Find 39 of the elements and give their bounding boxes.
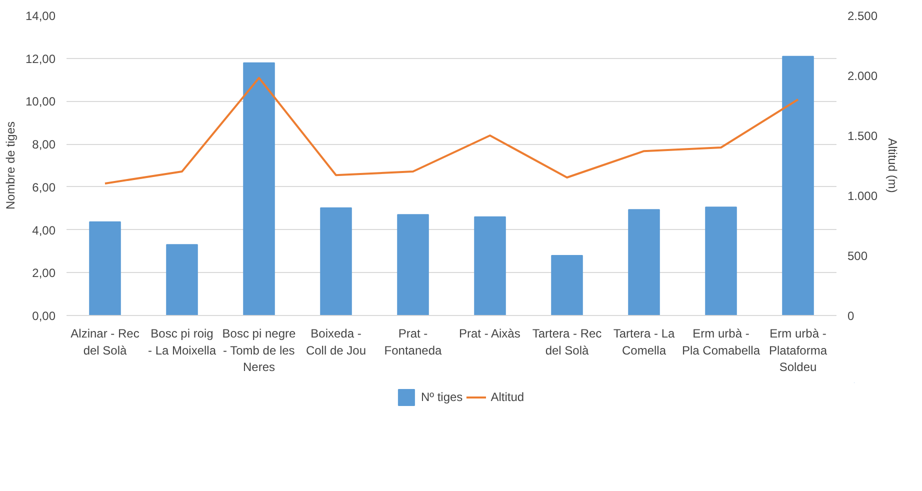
y2-tick-label: 500: [848, 249, 868, 263]
x-tick-label: Tartera - Rec del Solà: [532, 326, 602, 358]
y2-tick-label: 0: [848, 309, 854, 323]
bar: [397, 214, 429, 316]
bar: [320, 207, 352, 316]
x-tick-label: Erm urbà - Plataforma Soldeu: [768, 326, 828, 374]
y2-axis-title: Altitud (m): [886, 138, 900, 193]
line-series: [104, 76, 799, 184]
x-tick-label: Erm urbà - Pla Comabella: [682, 326, 760, 358]
bar: [628, 209, 660, 316]
bar: [551, 255, 583, 316]
x-tick-label: Bosc pi negre - Tomb de les Neres: [222, 326, 296, 374]
y-tick-label: 14,00: [25, 9, 56, 23]
bar: [782, 56, 814, 316]
x-tick-label: Boixeda - Coll de Jou: [306, 326, 366, 358]
bar: [474, 216, 506, 316]
x-tick-label: Alzinar - Rec del Solà: [70, 326, 140, 358]
y2-tick-label: 2.000: [848, 69, 878, 83]
bar: [89, 221, 121, 316]
bar: [705, 206, 737, 316]
y-tick-label: 4,00: [32, 223, 56, 238]
y-axis-title: Nombre de tiges: [3, 121, 18, 210]
y2-tick-label: 1.000: [848, 189, 878, 203]
x-tick-label: Prat - Aixàs: [458, 326, 520, 340]
y-tick-label: 12,00: [25, 52, 56, 66]
x-tick-label: Prat - Fontaneda: [384, 326, 442, 358]
legend-label: Altitud: [490, 390, 524, 404]
y-tick-label: 2,00: [32, 266, 56, 280]
x-tick-label: Bosc pi roig - La Moixella: [148, 326, 216, 358]
y-tick-label: 0,00: [32, 309, 56, 323]
y-tick-label: 8,00: [32, 138, 56, 152]
y2-tick-label: 2.500: [848, 9, 878, 23]
legend-label: Nº tiges: [420, 390, 463, 404]
x-tick-label: Tartera - La Comella: [613, 326, 676, 358]
bar: [166, 244, 198, 316]
bar: [243, 62, 275, 316]
y-tick-label: 10,00: [25, 94, 56, 109]
y-tick-label: 6,00: [32, 180, 56, 194]
y2-tick-label: 1.500: [848, 129, 878, 143]
